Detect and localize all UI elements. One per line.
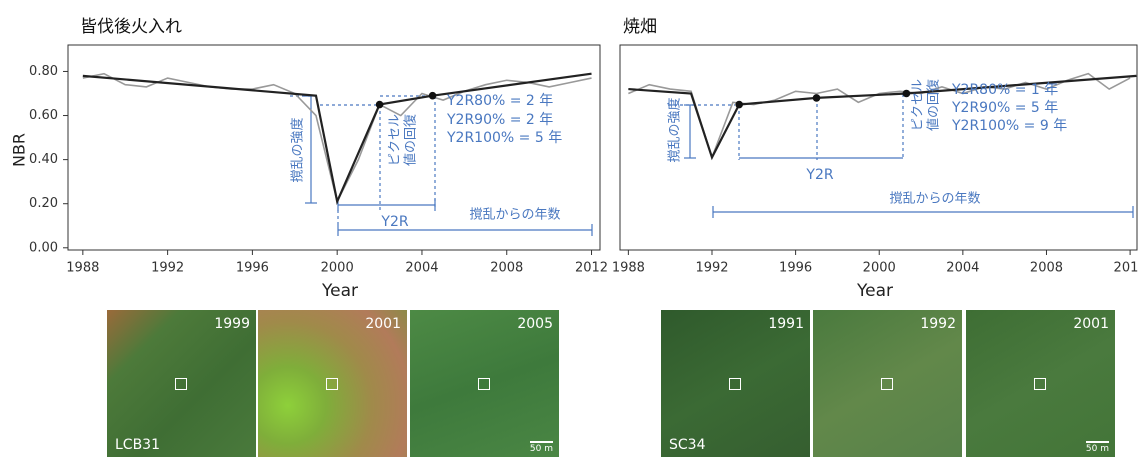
annotation: ピクセル (911, 79, 926, 131)
annotation: 値の回復 (926, 79, 942, 131)
marker (903, 90, 911, 98)
x-tick-label: 2004 (946, 261, 979, 276)
annotation: Y2R80% = 2 年 (446, 93, 553, 109)
tile-year: 1999 (214, 316, 250, 332)
x-tick-label: 2008 (1030, 261, 1063, 276)
annotation: 撹乱の強度 (667, 97, 683, 162)
charts: 皆伐後火入れ Year NBR 1988 1992 1996 2000 2004 2008 201… (0, 0, 1139, 310)
pixel-marker (478, 378, 490, 390)
image-tile: 2001 50 m (966, 310, 1115, 457)
marker (813, 94, 821, 102)
x-tick-label: 1992 (695, 261, 728, 276)
image-tile: 1992 (813, 310, 962, 457)
image-tile: 2005 50 m (410, 310, 559, 457)
y-tick-label: 0.60 (29, 108, 58, 123)
page: {"chart_data":[ {"type":"line","title":"… (0, 0, 1139, 457)
y-tick-label: 0.20 (29, 196, 58, 211)
scale-bar: 50 m (1086, 441, 1109, 454)
annotation: Y2R80% = 1 年 (951, 82, 1058, 98)
chart-title: 焼畑 (623, 17, 657, 37)
annotation: 撹乱からの年数 (469, 208, 560, 223)
annotation: Y2R100% = 5 年 (446, 130, 562, 146)
y-axis-label: NBR (10, 133, 29, 167)
annotation: 撹乱からの年数 (889, 192, 980, 207)
annotation: Y2R100% = 9 年 (951, 118, 1067, 134)
site-label: SC34 (669, 437, 705, 453)
annotation: 値の回復 (403, 114, 419, 166)
x-tick-label: 2000 (863, 261, 896, 276)
x-tick-label: 1992 (151, 261, 184, 276)
annotation: Y2R90% = 2 年 (446, 112, 553, 128)
image-tile: 1999 LCB31 (107, 310, 256, 457)
x-tick-label: 2012 (575, 261, 608, 276)
x-axis-label: Year (321, 281, 358, 301)
x-tick-label: 1988 (612, 261, 645, 276)
pixel-marker (729, 378, 741, 390)
x-tick-label: 2008 (490, 261, 523, 276)
y-tick-label: 0.40 (29, 152, 58, 167)
pixel-marker (326, 378, 338, 390)
pixel-marker (881, 378, 893, 390)
x-tick-label: 1988 (66, 261, 99, 276)
tile-year: 1992 (920, 316, 956, 332)
tile-year: 1991 (768, 316, 804, 332)
annotation: Y2R90% = 5 年 (951, 100, 1058, 116)
annotation: Y2R (805, 167, 833, 183)
image-tile: 2001 (258, 310, 407, 457)
pixel-marker (1034, 378, 1046, 390)
image-tile: 1991 SC34 (661, 310, 810, 457)
tile-year: 2001 (365, 316, 401, 332)
chart-title: 皆伐後火入れ (80, 17, 182, 37)
marker (735, 101, 743, 109)
x-tick-label: 1996 (779, 261, 812, 276)
y-tick-label: 0.00 (29, 240, 58, 255)
pixel-marker (175, 378, 187, 390)
series-line (628, 76, 1136, 158)
marker (429, 92, 437, 100)
tile-year: 2001 (1073, 316, 1109, 332)
annotation: Y2R (380, 214, 408, 230)
marker (376, 101, 384, 109)
site-label: LCB31 (115, 437, 160, 453)
y-tick-label: 0.80 (29, 64, 58, 79)
x-tick-label: 1996 (236, 261, 269, 276)
scale-bar: 50 m (530, 441, 553, 454)
x-axis-label: Year (856, 281, 893, 301)
annotation: 撹乱の強度 (290, 117, 306, 182)
x-tick-label: 2012 (1114, 261, 1139, 276)
x-tick-label: 2004 (405, 261, 438, 276)
x-tick-label: 2000 (321, 261, 354, 276)
plot-frame (620, 45, 1137, 250)
tile-year: 2005 (517, 316, 553, 332)
annotation: ピクセル (388, 114, 403, 166)
